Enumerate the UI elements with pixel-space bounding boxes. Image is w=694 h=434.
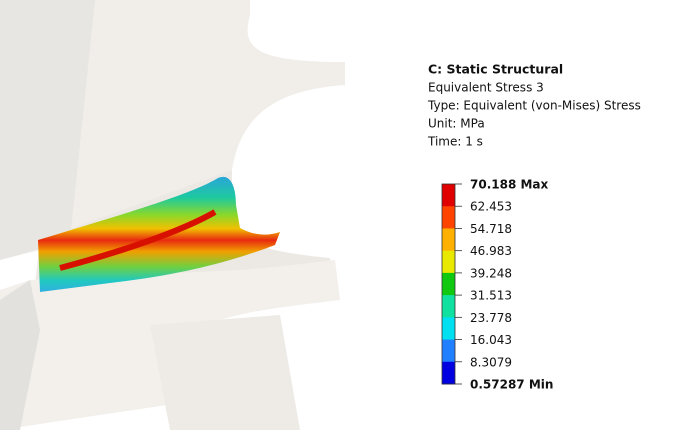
result-title: C: Static Structural [428, 62, 563, 77]
result-info: Equivalent Stress 3 [428, 81, 544, 95]
viewport: C: Static Structural Equivalent Stress 3… [0, 0, 694, 430]
legend-color-band [442, 340, 455, 363]
legend-color-band [442, 228, 455, 251]
legend-label: 46.983 [470, 244, 512, 258]
legend-color-band [442, 206, 455, 229]
legend-color-band [442, 251, 455, 274]
legend-color-band [442, 295, 455, 318]
legend-label: 8.3079 [470, 355, 512, 369]
legend-label: 62.453 [470, 200, 512, 214]
legend-label: 70.188 Max [470, 178, 549, 192]
result-info: Unit: MPa [428, 117, 485, 131]
result-info: Type: Equivalent (von-Mises) Stress [427, 99, 641, 113]
legend-color-band [442, 317, 455, 340]
result-info: Time: 1 s [427, 135, 483, 149]
legend-label: 0.57287 Min [470, 378, 553, 392]
legend-label: 16.043 [470, 333, 512, 347]
legend-color-band [442, 273, 455, 296]
legend-color-band [442, 184, 455, 207]
legend-label: 54.718 [470, 222, 512, 236]
legend-color-band [442, 362, 455, 385]
legend-label: 39.248 [470, 266, 512, 280]
model [0, 0, 380, 430]
legend-label: 23.778 [470, 311, 512, 325]
legend: C: Static Structural Equivalent Stress 3… [427, 62, 641, 392]
legend-label: 31.513 [470, 289, 512, 303]
